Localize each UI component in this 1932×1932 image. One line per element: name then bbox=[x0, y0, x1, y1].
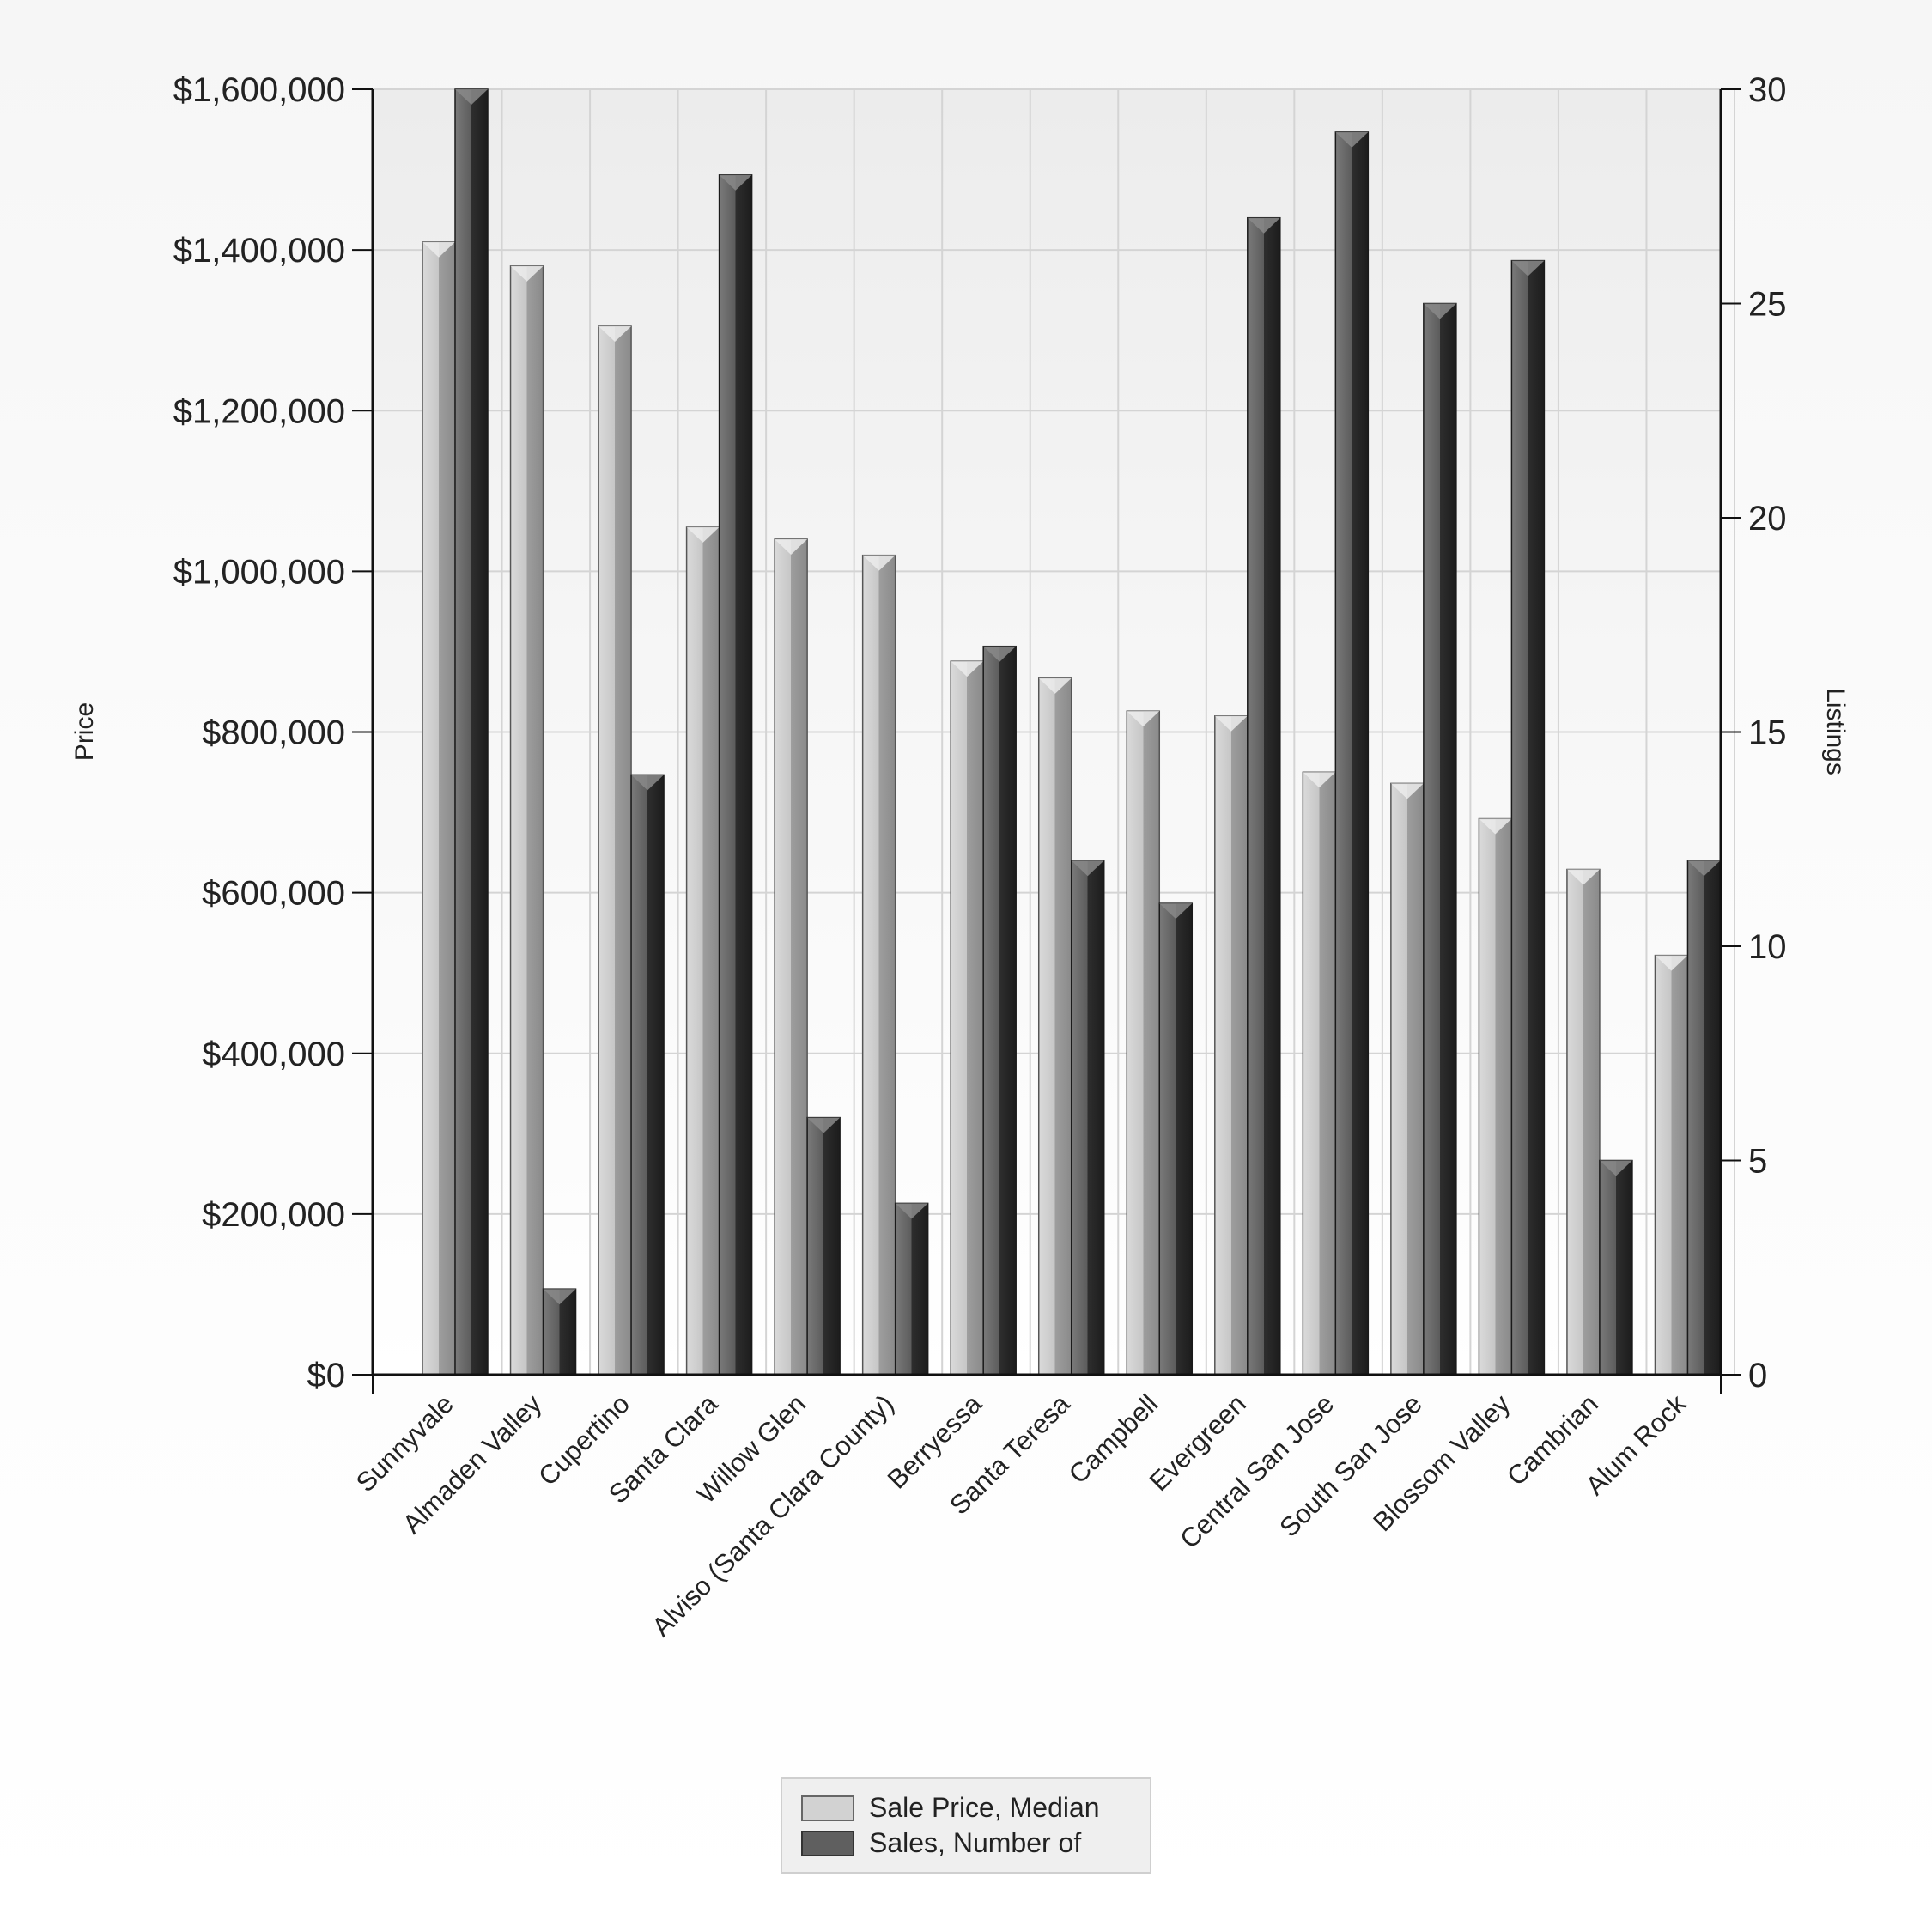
y-axis-label: Price bbox=[70, 702, 99, 761]
y2-tick-label: 20 bbox=[1748, 500, 1787, 538]
bar-sales-count bbox=[1158, 902, 1194, 1376]
bar-sales-count bbox=[542, 1288, 577, 1376]
bars bbox=[422, 88, 1722, 1376]
bar-sales-count bbox=[1686, 860, 1722, 1376]
bar-sale-price bbox=[1390, 782, 1425, 1376]
bar-sale-price bbox=[1214, 715, 1249, 1376]
left-axis-ticks: $0 $200,000 $400,000 $600,000 $800,000 $1,000… bbox=[173, 71, 373, 1394]
bar-sale-price bbox=[861, 554, 896, 1376]
bar-sales-count bbox=[1510, 259, 1546, 1376]
bar-sales-count bbox=[1247, 216, 1281, 1376]
bar-sales-count bbox=[1070, 860, 1105, 1376]
y2-tick-label: 0 bbox=[1748, 1357, 1767, 1394]
y-tick-label: $200,000 bbox=[202, 1196, 345, 1234]
bar-sale-price bbox=[950, 660, 984, 1376]
bar-sales-count bbox=[1599, 1159, 1633, 1376]
legend-swatch-sales-count bbox=[801, 1831, 854, 1856]
legend: Sale Price, Median Sales, Number of bbox=[781, 1777, 1151, 1874]
y-tick-label: $800,000 bbox=[202, 714, 345, 752]
y2-axis-label: Listings bbox=[1821, 688, 1850, 775]
legend-label-sales-count: Sales, Number of bbox=[869, 1827, 1081, 1858]
bar-sale-price bbox=[685, 526, 720, 1376]
bar-sale-price bbox=[1302, 771, 1337, 1376]
bar-sales-count bbox=[982, 645, 1017, 1376]
bar-sale-price bbox=[1566, 868, 1601, 1376]
bar-sales-count bbox=[718, 174, 753, 1376]
bar-sale-price bbox=[1654, 954, 1689, 1376]
y2-tick-label: 25 bbox=[1748, 286, 1787, 324]
bar-sales-count bbox=[630, 774, 665, 1376]
bar-sale-price bbox=[1478, 817, 1513, 1376]
gridlines bbox=[373, 88, 1735, 1375]
y-tick-label: $1,400,000 bbox=[173, 232, 345, 270]
bar-sales-count bbox=[806, 1116, 841, 1376]
bar-sale-price bbox=[774, 538, 808, 1376]
bar-sales-count bbox=[1423, 302, 1457, 1376]
y-tick-label: $1,000,000 bbox=[173, 553, 345, 591]
bar-sale-price bbox=[598, 325, 632, 1376]
bar-sale-price bbox=[1037, 677, 1072, 1376]
y-tick-label: $600,000 bbox=[202, 875, 345, 913]
y2-tick-label: 30 bbox=[1748, 71, 1787, 109]
bar-sale-price bbox=[509, 265, 544, 1376]
y-tick-label: $1,200,000 bbox=[173, 392, 345, 430]
y2-tick-label: 5 bbox=[1748, 1143, 1767, 1181]
y2-tick-label: 10 bbox=[1748, 928, 1787, 966]
y-tick-label: $0 bbox=[307, 1357, 346, 1394]
y2-tick-label: 15 bbox=[1748, 714, 1787, 752]
bar-sales-count bbox=[1334, 131, 1370, 1376]
legend-swatch-sale-price bbox=[801, 1795, 854, 1821]
right-axis-ticks: 0 5 10 15 20 25 30 bbox=[1721, 71, 1787, 1394]
bar-sales-count bbox=[894, 1202, 929, 1376]
y-tick-label: $1,600,000 bbox=[173, 71, 345, 109]
legend-box bbox=[781, 1777, 1151, 1874]
bar-sale-price bbox=[1126, 710, 1161, 1376]
bar-sale-price bbox=[422, 241, 456, 1376]
x-category-label: Central San Jose bbox=[1174, 1388, 1340, 1554]
legend-label-sale-price: Sale Price, Median bbox=[869, 1792, 1100, 1823]
y-tick-label: $400,000 bbox=[202, 1036, 345, 1073]
bar-sales-count bbox=[454, 88, 489, 1376]
